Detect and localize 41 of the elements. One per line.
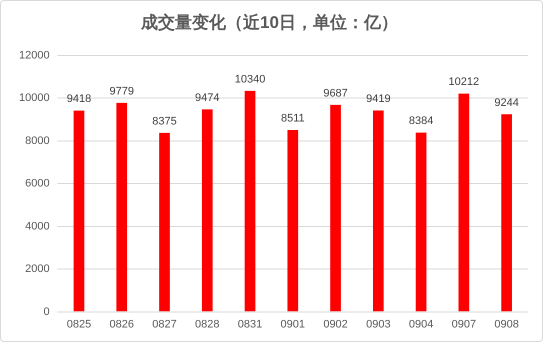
x-tick-label: 0826 [109, 318, 134, 330]
data-label: 9244 [494, 96, 519, 109]
y-tick-label: 0 [43, 306, 50, 318]
data-label: 8375 [152, 115, 177, 128]
x-tick-label: 0908 [494, 318, 519, 330]
y-tick-label: 8000 [25, 134, 50, 147]
bar [330, 104, 341, 312]
data-label: 9419 [366, 93, 391, 106]
bar [416, 132, 426, 312]
data-label: 10212 [448, 76, 480, 88]
y-tick-label: 10000 [18, 92, 50, 104]
data-label: 9687 [323, 87, 348, 100]
x-tick-label: 0904 [408, 318, 434, 330]
bar [159, 132, 170, 312]
data-label: 8511 [280, 112, 305, 124]
data-label: 9418 [66, 93, 92, 106]
y-tick-label: 4000 [25, 220, 50, 232]
bar [244, 90, 256, 312]
bar [116, 102, 128, 312]
x-tick-label: 0903 [366, 318, 391, 330]
data-label: 8384 [408, 115, 434, 128]
x-tick-label: 0828 [195, 318, 220, 330]
bar [372, 110, 384, 312]
chart-title: 成交量变化（近10日，单位：亿） [140, 12, 398, 32]
y-tick-label: 2000 [25, 263, 50, 276]
data-label: 10340 [234, 73, 266, 86]
x-tick-label: 0902 [323, 318, 348, 330]
data-label: 9474 [195, 92, 220, 104]
data-label: 9779 [109, 85, 134, 98]
y-tick-label: 6000 [25, 178, 50, 190]
bar [501, 114, 512, 312]
bar [287, 130, 298, 312]
x-tick-label: 0901 [280, 318, 306, 330]
bar [458, 94, 470, 312]
y-tick-label: 12000 [18, 49, 50, 62]
x-tick-label: 0907 [452, 318, 476, 330]
x-tick-label: 0831 [238, 318, 262, 330]
bar [202, 109, 213, 312]
x-tick-label: 0825 [66, 318, 92, 330]
bar [74, 110, 84, 312]
x-tick-label: 0827 [152, 318, 177, 330]
